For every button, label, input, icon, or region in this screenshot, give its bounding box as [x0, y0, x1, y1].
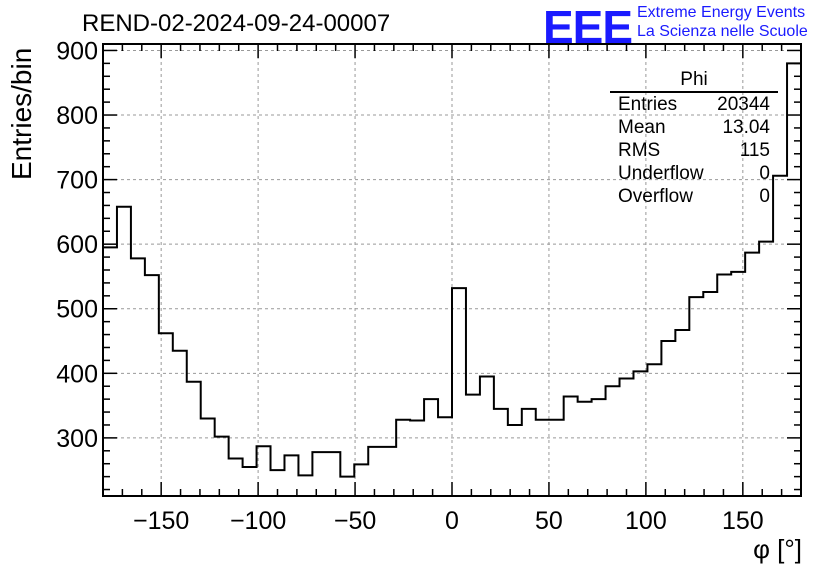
stats-row-rms: RMS 115 [610, 139, 778, 162]
y-tick-label: 300 [56, 425, 98, 453]
stats-title: Phi [610, 70, 778, 93]
stats-value: 115 [739, 140, 770, 161]
x-tick-label: −50 [334, 507, 376, 535]
y-tick-label: 400 [56, 360, 98, 388]
x-tick-label: −100 [230, 507, 286, 535]
stats-label: Overflow [618, 186, 693, 207]
histogram-series-line [103, 62, 801, 478]
axis-tick-labels: −150 −100 −50 0 50 100 150 300 400 500 600 700 800 90… [56, 37, 763, 535]
y-tick-label: 800 [56, 102, 98, 130]
chart-title: REND-02-2024-09-24-00007 [82, 10, 391, 37]
stats-label: RMS [618, 140, 661, 161]
x-tick-label: 100 [625, 507, 667, 535]
x-tick-label: −150 [133, 507, 189, 535]
logo-caption: Extreme Energy Events La Scienza nelle S… [637, 3, 808, 41]
y-tick-label: 900 [56, 37, 98, 65]
eee-logo: EEE [543, 1, 633, 53]
plot-frame [102, 43, 802, 497]
stats-value: 13.04 [722, 117, 770, 138]
stats-label: Entries [618, 94, 678, 115]
x-tick-label: 0 [445, 507, 459, 535]
logo-caption-line2: La Scienza nelle Scuole [637, 23, 808, 40]
stats-row-entries: Entries 20344 [610, 93, 778, 116]
stats-label: Underflow [618, 163, 704, 184]
stats-row-overflow: Overflow 0 [610, 185, 778, 208]
stats-label: Mean [618, 117, 666, 138]
x-tick-label: 150 [722, 507, 764, 535]
x-axis-label: φ [°] [753, 534, 802, 564]
y-tick-label: 600 [56, 231, 98, 259]
x-tick-label: 50 [535, 507, 563, 535]
y-axis-label: Entries/bin [6, 47, 37, 180]
y-tick-label: 500 [56, 296, 98, 324]
stats-value: 0 [759, 186, 770, 207]
stats-box: Phi Entries 20344 Mean 13.04 RMS 115 Und… [610, 70, 778, 208]
stats-value: 20344 [717, 94, 770, 115]
stats-row-underflow: Underflow 0 [610, 162, 778, 185]
stats-value: 0 [759, 163, 770, 184]
y-tick-label: 700 [56, 167, 98, 195]
logo-caption-line1: Extreme Energy Events [637, 4, 806, 21]
stats-row-mean: Mean 13.04 [610, 116, 778, 139]
